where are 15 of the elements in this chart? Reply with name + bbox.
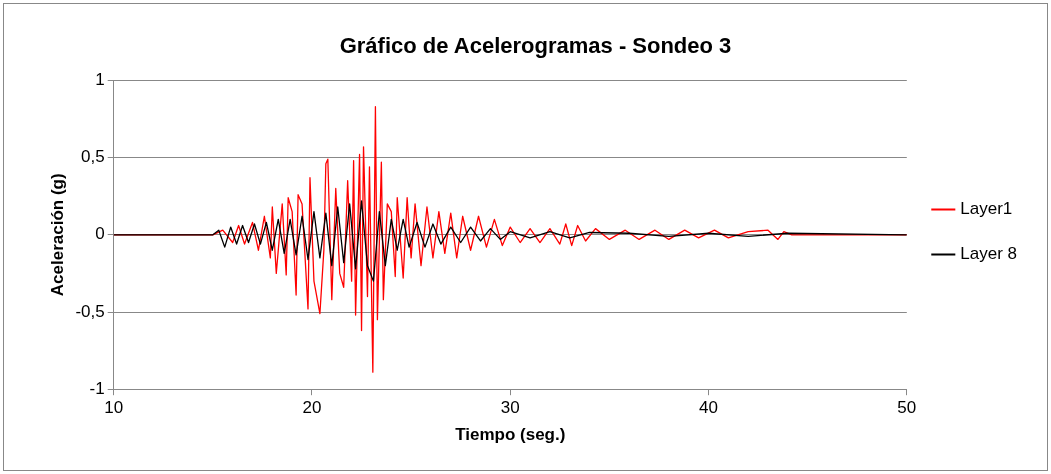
y-tick-label: -0,5 [75, 301, 105, 321]
x-axis-title: Tiempo (seg.) [455, 425, 566, 445]
y-tick-label: 1 [95, 70, 105, 90]
x-tick-label: 40 [699, 398, 718, 418]
legend-label: Layer1 [960, 199, 1013, 219]
x-tick-label: 50 [897, 398, 917, 418]
chart-title: Gráfico de Acelerogramas - Sondeo 3 [339, 33, 732, 59]
y-tick-label: -1 [89, 378, 105, 398]
legend-label: Layer 8 [960, 244, 1017, 264]
y-tick-label: 0 [95, 224, 105, 244]
y-axis-title: Aceleración (g) [47, 173, 67, 297]
y-tick-label: 0,5 [81, 147, 105, 167]
x-tick-label: 20 [302, 398, 322, 418]
x-tick-label: 30 [500, 398, 520, 418]
x-tick-label: 10 [104, 398, 124, 418]
